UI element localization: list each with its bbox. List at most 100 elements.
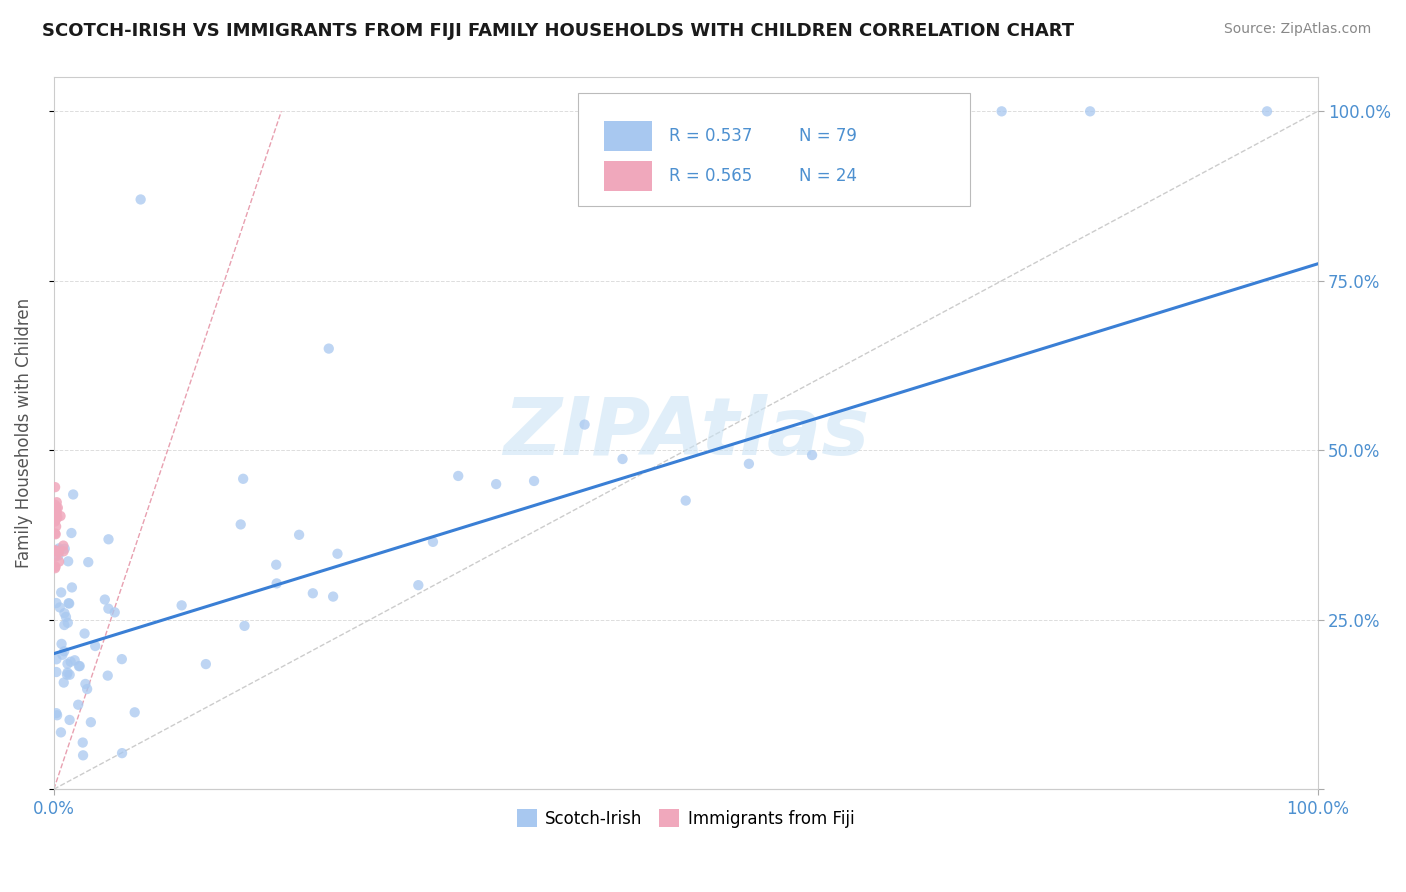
Point <box>288 528 311 542</box>
Point <box>53 541 76 556</box>
Point <box>233 619 256 633</box>
Point <box>58 713 80 727</box>
Point <box>58 597 80 611</box>
Y-axis label: Family Households with Children: Family Households with Children <box>15 298 32 568</box>
Point <box>45 513 67 527</box>
Point <box>194 657 217 672</box>
Point <box>56 615 79 630</box>
Point <box>44 549 66 564</box>
Point <box>612 452 634 467</box>
Point <box>322 590 344 604</box>
Point <box>51 637 73 651</box>
Point <box>485 477 508 491</box>
Point <box>59 655 82 669</box>
Point <box>44 515 66 529</box>
Point <box>97 668 120 682</box>
Point <box>45 665 67 679</box>
Point <box>52 675 75 690</box>
Point <box>45 506 67 520</box>
Point <box>45 501 67 516</box>
Text: Source: ZipAtlas.com: Source: ZipAtlas.com <box>1223 22 1371 37</box>
Point <box>46 500 69 515</box>
Point <box>990 104 1012 119</box>
Point <box>72 735 94 749</box>
Point <box>60 526 83 541</box>
Point <box>62 487 84 501</box>
Point <box>72 748 94 763</box>
Point <box>53 644 76 658</box>
Point <box>94 592 117 607</box>
Point <box>67 659 90 673</box>
Point <box>44 480 66 494</box>
Text: R = 0.537: R = 0.537 <box>669 127 752 145</box>
Point <box>170 599 193 613</box>
Point <box>1078 104 1101 119</box>
Point <box>55 610 77 624</box>
Point <box>801 448 824 462</box>
Point <box>318 342 340 356</box>
Point <box>52 544 75 558</box>
Point <box>73 626 96 640</box>
Point <box>45 706 67 721</box>
Text: R = 0.565: R = 0.565 <box>669 168 752 186</box>
Point <box>266 576 288 591</box>
Point <box>48 549 70 563</box>
Point <box>53 618 76 632</box>
Point <box>69 659 91 673</box>
Point <box>574 417 596 432</box>
Point <box>232 472 254 486</box>
Point <box>45 543 67 558</box>
Point <box>48 555 70 569</box>
Point <box>675 493 697 508</box>
Point <box>45 652 67 666</box>
Point <box>56 667 79 681</box>
Point <box>56 665 79 680</box>
Point <box>301 586 323 600</box>
Point <box>63 653 86 667</box>
Point <box>77 555 100 569</box>
Point <box>48 545 70 559</box>
Point <box>49 600 72 615</box>
Point <box>44 508 66 523</box>
FancyBboxPatch shape <box>603 161 651 191</box>
Point <box>738 457 761 471</box>
Text: N = 79: N = 79 <box>800 127 858 145</box>
Point <box>97 533 120 547</box>
Point <box>45 596 67 610</box>
Point <box>45 519 67 533</box>
Point <box>48 541 70 556</box>
Point <box>523 474 546 488</box>
Point <box>111 652 134 666</box>
Point <box>44 500 66 515</box>
Point <box>53 606 76 620</box>
Point <box>60 581 83 595</box>
Point <box>51 585 73 599</box>
Point <box>422 534 444 549</box>
Point <box>264 558 287 572</box>
Text: ZIPAtlas: ZIPAtlas <box>502 394 869 473</box>
FancyBboxPatch shape <box>578 93 970 205</box>
Point <box>76 681 98 696</box>
Point <box>46 708 69 723</box>
Point <box>1256 104 1278 119</box>
Point <box>59 667 82 681</box>
Point <box>67 698 90 712</box>
Point <box>58 596 80 610</box>
Point <box>45 495 67 509</box>
Point <box>49 725 72 739</box>
Point <box>408 578 430 592</box>
Point <box>44 498 66 512</box>
Point <box>56 554 79 568</box>
Point <box>111 746 134 760</box>
FancyBboxPatch shape <box>603 120 651 151</box>
Text: N = 24: N = 24 <box>800 168 858 186</box>
Point <box>44 543 66 558</box>
Point <box>46 510 69 524</box>
Point <box>84 639 107 653</box>
Point <box>229 517 252 532</box>
Legend: Scotch-Irish, Immigrants from Fiji: Scotch-Irish, Immigrants from Fiji <box>510 803 860 834</box>
Point <box>104 606 127 620</box>
Point <box>124 706 146 720</box>
Point <box>44 559 66 574</box>
Point <box>51 648 73 662</box>
